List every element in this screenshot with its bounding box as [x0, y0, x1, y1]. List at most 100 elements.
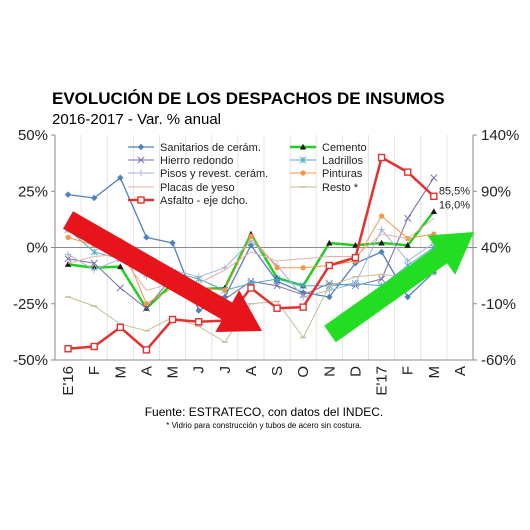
trend-arrow-up: [324, 232, 474, 343]
series-sanitarios-de-cer-m: [64, 174, 438, 314]
data-point: [64, 255, 72, 263]
x-tick-label: S: [269, 366, 286, 376]
x-tick-label: M: [426, 366, 443, 379]
legend: Sanitarios de cerám. Cemento Hierro redond…: [128, 142, 367, 207]
data-point: [378, 226, 385, 233]
legend-marker: [299, 156, 307, 164]
legend-marker: [137, 169, 145, 177]
left-tick-label: -50%: [13, 352, 48, 369]
data-point: [221, 293, 229, 301]
x-tick-label: N: [321, 366, 338, 377]
data-point: [430, 192, 438, 201]
data-point: [90, 342, 98, 351]
x-tick-label: D: [347, 366, 364, 377]
legend-label: Placas de yeso: [160, 182, 235, 194]
left-tick-label: -25%: [13, 296, 48, 313]
data-point: [168, 315, 177, 324]
x-tick-label: E'17: [374, 366, 391, 396]
legend-label: Pisos y revest. cerám.: [160, 168, 268, 180]
data-point: [90, 194, 98, 202]
data-point: [64, 261, 72, 267]
data-point: [299, 303, 307, 311]
x-tick-label: A: [452, 366, 469, 376]
data-point: [274, 265, 280, 271]
legend-label: Resto *: [322, 182, 359, 194]
data-point: [299, 282, 307, 290]
data-point: [194, 318, 203, 326]
data-point: [64, 345, 72, 353]
legend-label: Hierro redondo: [160, 155, 233, 167]
data-point: [378, 213, 385, 219]
trend-arrow-down: [63, 211, 262, 332]
data-point: [378, 275, 386, 283]
x-tick-label: M: [112, 366, 129, 379]
data-point: [247, 242, 255, 249]
chart-title: EVOLUCIÓN DE LOS DESPACHOS DE INSUMOS: [52, 89, 445, 108]
data-point: [90, 259, 98, 267]
data-point: [299, 293, 307, 301]
data-point: [90, 266, 98, 274]
data-point: [377, 153, 386, 162]
data-point: [326, 293, 333, 301]
data-point: [404, 293, 411, 301]
x-tick-label: F: [86, 366, 103, 375]
left-tick-label: 25%: [18, 183, 48, 200]
data-point: [352, 242, 359, 248]
legend-item-pisos-y-revest-cer-m: Pisos y revest. cerám.: [128, 168, 268, 180]
chart-source: Fuente: ESTRATECO, con datos del INDEC.: [145, 405, 384, 419]
x-tick-label: A: [138, 366, 155, 376]
legend-item-asfalto-eje-dcho: Asfalto - eje dcho.: [128, 195, 248, 207]
data-point: [116, 323, 125, 332]
data-point: [117, 174, 124, 181]
data-point: [378, 239, 385, 246]
data-point: [404, 242, 411, 248]
data-point: [404, 257, 411, 265]
x-tick-label: M: [165, 366, 182, 379]
data-point: [143, 301, 150, 307]
legend-marker: [137, 156, 145, 164]
legend-item-sanitarios-de-cer-m: Sanitarios de cerám.: [128, 142, 261, 154]
annotation-label: 16,0%: [439, 200, 470, 212]
left-tick-label: 0%: [26, 240, 48, 257]
legend-marker: [137, 196, 145, 204]
right-tick-label: -10%: [481, 296, 516, 313]
data-point: [65, 234, 71, 240]
x-tick-label: F: [400, 366, 417, 375]
data-point: [195, 307, 202, 314]
data-point: [430, 174, 438, 182]
chart-footnote: * Vidrio para construcción y tubos de ac…: [166, 421, 362, 430]
data-point: [351, 253, 360, 262]
legend-item-hierro-redondo: Hierro redondo: [128, 155, 233, 167]
x-tick-label: J: [217, 366, 234, 374]
annotation-label: 85,5%: [439, 185, 470, 197]
data-point: [325, 261, 334, 270]
right-tick-label: -60%: [481, 352, 516, 369]
right-tick-label: 40%: [481, 240, 511, 257]
data-point: [404, 214, 412, 222]
legend-label: Cemento: [322, 142, 367, 154]
right-axis-ticks: 140% 90% 40% -10% -60%: [473, 127, 519, 369]
x-tick-label: J: [191, 366, 208, 374]
legend-item-cemento: Cemento: [290, 142, 367, 154]
data-point: [430, 208, 438, 215]
legend-marker: [299, 143, 307, 150]
data-point: [248, 233, 254, 239]
legend-marker: [300, 170, 306, 176]
data-point: [403, 168, 412, 176]
left-tick-label: 50%: [18, 127, 48, 144]
data-point: [273, 275, 281, 283]
data-point: [90, 248, 98, 256]
data-point: [169, 239, 176, 247]
data-point: [117, 263, 124, 270]
data-point: [378, 248, 385, 256]
legend-label: Pinturas: [322, 168, 363, 180]
series-asfalto-eje-dcho: [64, 153, 438, 354]
data-point: [142, 304, 150, 312]
data-point: [352, 280, 359, 287]
data-point: [273, 304, 281, 312]
data-point: [64, 251, 72, 258]
data-point: [64, 191, 72, 198]
legend-item-placas-de-yeso: Placas de yeso: [128, 182, 235, 194]
x-tick-label: A: [243, 366, 260, 376]
